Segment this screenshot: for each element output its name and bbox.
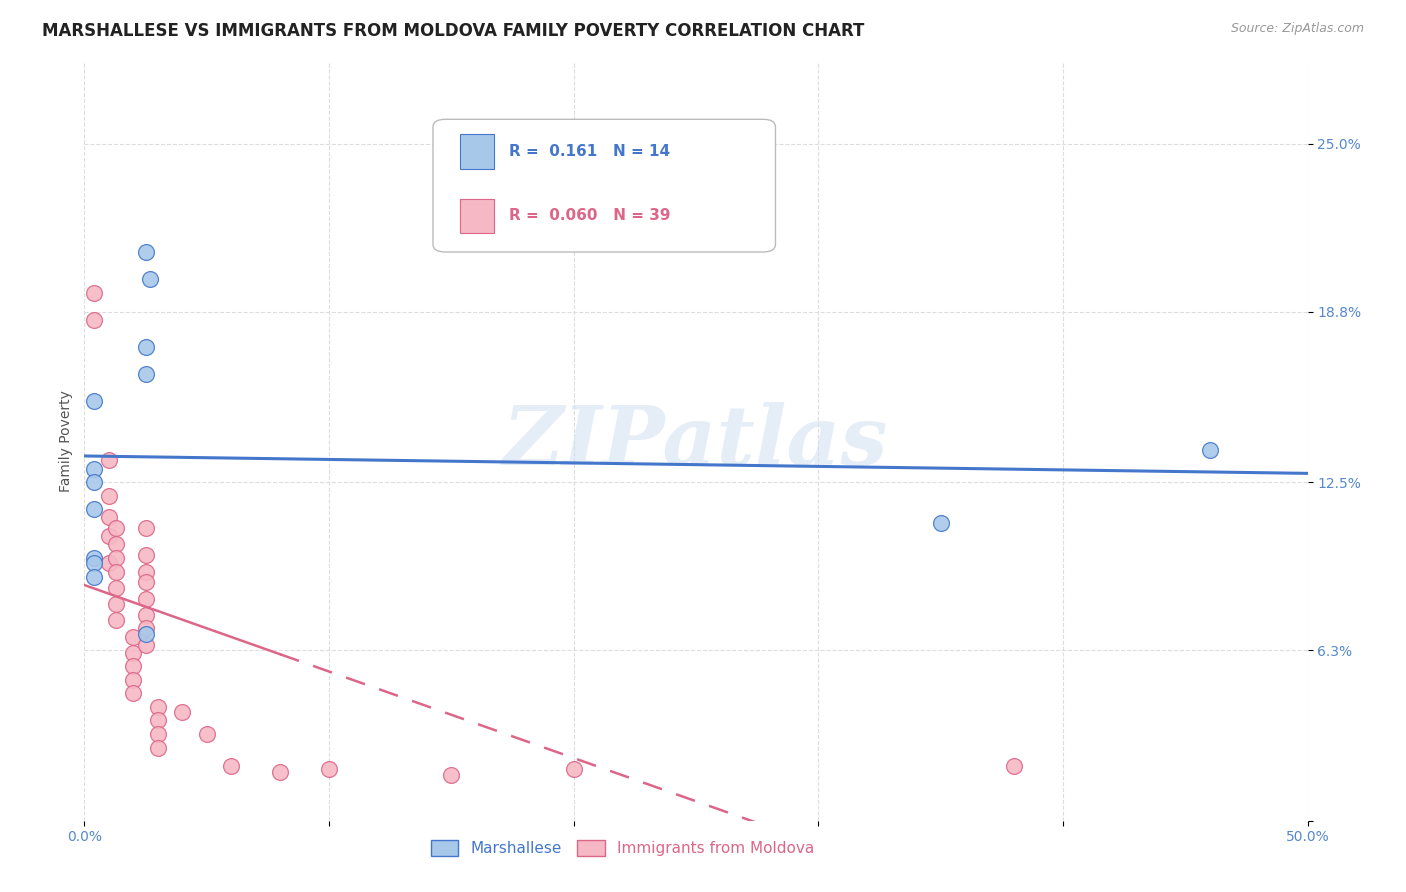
Point: [105, 537, 128, 551]
Point: [146, 699, 169, 714]
Point: [83, 551, 105, 566]
Point: [135, 621, 157, 635]
Point: [135, 627, 157, 641]
Point: [122, 646, 145, 660]
Point: [83, 393, 105, 408]
Point: [440, 767, 463, 781]
Point: [146, 740, 169, 755]
Point: [97, 489, 120, 503]
Point: [105, 551, 128, 566]
Text: Source: ZipAtlas.com: Source: ZipAtlas.com: [1230, 22, 1364, 36]
Text: R =  0.161   N = 14: R = 0.161 N = 14: [509, 144, 669, 159]
Point: [929, 516, 952, 530]
FancyBboxPatch shape: [433, 120, 776, 252]
Point: [135, 575, 157, 590]
Point: [135, 638, 157, 652]
Point: [1198, 442, 1220, 457]
Point: [122, 659, 145, 673]
Point: [97, 529, 120, 543]
Legend: Marshallese, Immigrants from Moldova: Marshallese, Immigrants from Moldova: [425, 834, 820, 863]
Point: [135, 244, 157, 259]
Point: [122, 673, 145, 687]
Point: [105, 521, 128, 535]
Point: [97, 510, 120, 524]
Text: MARSHALLESE VS IMMIGRANTS FROM MOLDOVA FAMILY POVERTY CORRELATION CHART: MARSHALLESE VS IMMIGRANTS FROM MOLDOVA F…: [42, 22, 865, 40]
Y-axis label: Family Poverty: Family Poverty: [59, 391, 73, 492]
Point: [219, 759, 242, 773]
Text: ZIPatlas: ZIPatlas: [503, 401, 889, 482]
Point: [318, 762, 340, 776]
Point: [122, 686, 145, 700]
Point: [83, 461, 105, 475]
Point: [1002, 759, 1025, 773]
Point: [135, 565, 157, 579]
Point: [139, 272, 162, 286]
Point: [105, 597, 128, 611]
Point: [83, 570, 105, 584]
Point: [135, 607, 157, 622]
Point: [83, 312, 105, 326]
Point: [97, 557, 120, 571]
Point: [135, 548, 157, 563]
Point: [97, 453, 120, 467]
Point: [83, 502, 105, 516]
Point: [195, 727, 218, 741]
Point: [83, 475, 105, 490]
Point: [135, 340, 157, 354]
Text: R =  0.060   N = 39: R = 0.060 N = 39: [509, 209, 671, 224]
Point: [146, 714, 169, 728]
Point: [135, 521, 157, 535]
Point: [105, 581, 128, 595]
Point: [83, 557, 105, 571]
Bar: [460, 199, 494, 233]
Point: [83, 285, 105, 300]
Point: [105, 565, 128, 579]
Bar: [460, 135, 494, 169]
Point: [146, 727, 169, 741]
Point: [105, 613, 128, 627]
Point: [135, 367, 157, 381]
Point: [172, 706, 194, 720]
Point: [122, 630, 145, 644]
Point: [135, 591, 157, 606]
Point: [562, 762, 585, 776]
Point: [269, 764, 291, 779]
